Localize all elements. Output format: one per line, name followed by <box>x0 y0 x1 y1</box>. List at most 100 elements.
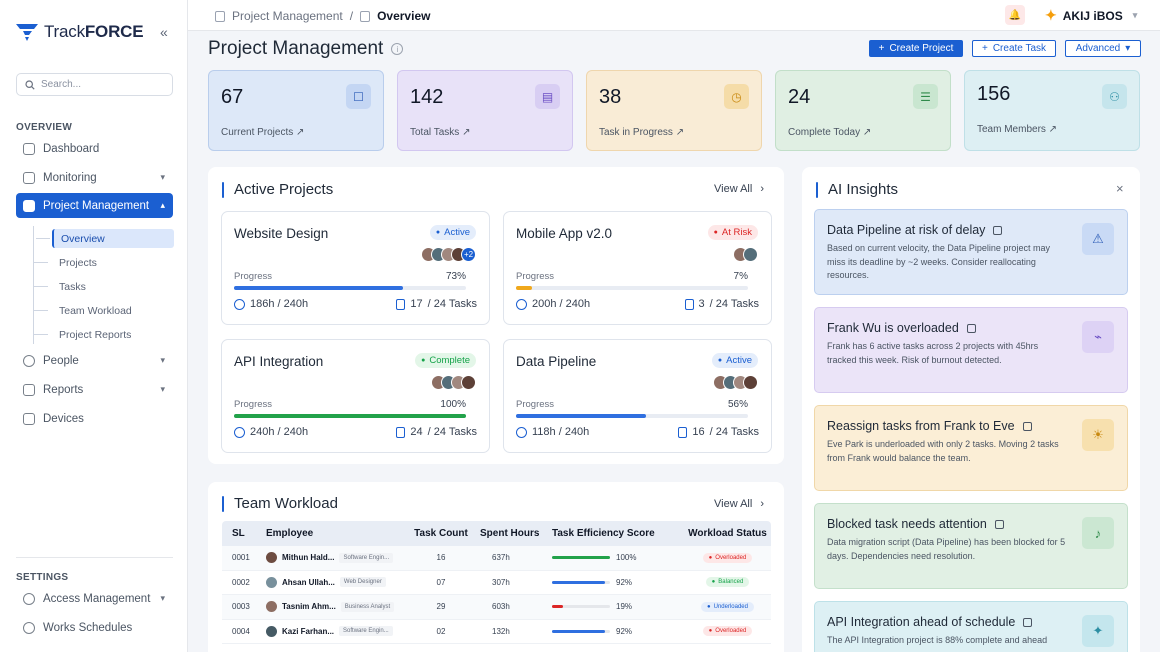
sidebar-item-project-management[interactable]: Project Management ▴ <box>16 193 173 218</box>
ai-insight-card[interactable]: Reassign tasks from Frank to Eve Eve Par… <box>814 405 1128 491</box>
external-link-icon[interactable] <box>994 519 1004 529</box>
insight-title: Data Pipeline at risk of delay <box>827 223 1003 237</box>
stat-label[interactable]: Task in Progress ↗ <box>599 127 685 138</box>
project-card[interactable]: Data Pipeline ● Active Progress 56% 118h … <box>503 339 772 453</box>
cell-employee: Mithun Hald... Software Engin... <box>266 552 404 564</box>
ai-insight-card[interactable]: API Integration ahead of schedule The AP… <box>814 601 1128 652</box>
stat-card-tasks-in-progress[interactable]: 38 Task in Progress ↗ ◷ <box>586 70 762 151</box>
stat-label[interactable]: Complete Today ↗ <box>788 127 872 138</box>
cell-efficiency: 19% <box>550 602 684 611</box>
breadcrumb-parent[interactable]: Project Management <box>232 9 343 23</box>
task-count: 3/ 24 Tasks <box>684 298 759 310</box>
stat-label[interactable]: Current Projects ↗ <box>221 127 305 138</box>
sidebar-item-works-schedules[interactable]: Works Schedules <box>16 615 173 640</box>
team-workload-title: Team Workload <box>222 495 338 512</box>
project-card[interactable]: Mobile App v2.0 ● At Risk Progress 7% 200… <box>503 211 772 325</box>
progress-label: Progress <box>234 271 273 282</box>
task-icon <box>396 298 406 310</box>
cell-efficiency: 92% <box>550 627 684 636</box>
ai-insights-title: AI Insights <box>816 181 898 198</box>
create-project-button[interactable]: + Create Project <box>869 40 963 57</box>
advanced-button[interactable]: Advanced ▾ <box>1065 40 1141 57</box>
sub-item-overview[interactable]: Overview <box>36 229 174 248</box>
efficiency-bar <box>552 556 610 560</box>
sidebar-item-monitoring[interactable]: Monitoring ▾ <box>16 165 173 190</box>
info-icon[interactable]: i <box>391 43 404 55</box>
search-icon <box>25 79 35 90</box>
stat-label[interactable]: Total Tasks ↗ <box>410 127 471 138</box>
role-tag: Web Designer <box>339 577 386 588</box>
status-dot-icon: ● <box>708 554 713 561</box>
project-card[interactable]: API Integration ● Complete Progress 100% … <box>221 339 490 453</box>
col-task-count: Task Count <box>414 528 468 539</box>
active-projects-title: Active Projects <box>222 181 333 198</box>
efficiency-value: 100% <box>616 553 637 563</box>
status-dot-icon: ● <box>435 229 441 236</box>
cell-sl: 0002 <box>232 577 250 587</box>
user-menu[interactable]: ✦ AKIJ iBOS ▾ <box>1045 7 1137 24</box>
employee-name: Mithun Hald... <box>282 553 335 563</box>
view-all-workload-link[interactable]: View All › <box>714 498 764 510</box>
plus-icon: + <box>981 43 988 54</box>
close-icon[interactable]: × <box>1116 181 1124 196</box>
topbar: Project Management / Overview 🔔 ✦ AKIJ i… <box>188 0 1160 31</box>
insight-title: Reassign tasks from Frank to Eve <box>827 419 1032 433</box>
table-row[interactable]: 0001 Mithun Hald... Software Engin... 16… <box>222 546 771 571</box>
table-row[interactable]: 0004 Kazi Farhan... Software Engin... 02… <box>222 620 771 644</box>
stat-card-complete-today[interactable]: 24 Complete Today ↗ ☰ <box>775 70 951 151</box>
task-count: 16/ 24 Tasks <box>678 426 759 438</box>
table-row[interactable]: 0002 Ahsan Ullah... Web Designer 07 307h… <box>222 571 771 595</box>
sub-item-project-reports[interactable]: Project Reports <box>34 325 174 344</box>
stat-value: 156 <box>977 83 1011 105</box>
stat-card-team-members[interactable]: 156 Team Members ↗ ⚇ <box>964 70 1140 151</box>
cell-efficiency: 92% <box>550 578 684 587</box>
sidebar-item-devices[interactable]: Devices <box>16 406 173 431</box>
sub-item-tasks[interactable]: Tasks <box>34 277 174 296</box>
page-title-text: Project Management <box>208 38 384 59</box>
view-all-projects-link[interactable]: View All › <box>714 183 764 195</box>
external-link-icon[interactable] <box>1023 617 1033 627</box>
role-tag: Software Engin... <box>339 552 394 563</box>
create-task-button[interactable]: + Create Task <box>972 40 1056 57</box>
access-icon <box>23 592 35 605</box>
col-sl: SL <box>232 528 245 539</box>
external-link-icon[interactable] <box>1022 421 1032 431</box>
total-tasks-icon: ▤ <box>535 84 560 109</box>
project-card[interactable]: Website Design ● Active +2 Progress 73% 1… <box>221 211 490 325</box>
search-input[interactable] <box>41 79 161 90</box>
employee-name: Tasnim Ahm... <box>282 602 336 612</box>
avatar <box>266 625 277 637</box>
ai-insight-card[interactable]: Frank Wu is overloaded Frank has 6 activ… <box>814 307 1128 393</box>
employee-name: Kazi Farhan... <box>282 626 335 636</box>
sidebar-item-label: Project Management <box>43 199 150 212</box>
external-link-icon[interactable] <box>993 225 1003 235</box>
efficiency-value: 92% <box>616 626 633 636</box>
external-link-icon[interactable] <box>966 323 976 333</box>
sidebar-item-people[interactable]: People ▾ <box>16 348 173 373</box>
employee-name: Ahsan Ullah... <box>282 577 335 587</box>
ai-insight-card[interactable]: Data Pipeline at risk of delay Based on … <box>814 209 1128 295</box>
ai-insight-card[interactable]: Blocked task needs attention Data migrat… <box>814 503 1128 589</box>
logo[interactable]: TrackFORCE <box>16 22 144 42</box>
sub-item-team-workload[interactable]: Team Workload <box>34 301 174 320</box>
sidebar-item-dashboard[interactable]: Dashboard <box>16 136 173 161</box>
sidebar-item-reports[interactable]: Reports ▾ <box>16 377 173 402</box>
dashboard-icon <box>23 142 35 155</box>
notification-bell-icon[interactable]: 🔔 <box>1005 5 1025 25</box>
search-box[interactable] <box>16 73 173 96</box>
stat-label[interactable]: Team Members ↗ <box>977 124 1058 135</box>
active-projects-panel: Active Projects View All › Website Design… <box>208 167 784 464</box>
insight-description: Data migration script (Data Pipeline) ha… <box>827 537 1066 561</box>
sidebar-item-access-management[interactable]: Access Management ▾ <box>16 586 173 611</box>
progress-label: Progress <box>234 399 273 410</box>
status-badge: ● Active <box>711 353 758 368</box>
table-row[interactable]: 0003 Tasnim Ahm... Business Analyst 29 6… <box>222 595 771 620</box>
cell-employee: Kazi Farhan... Software Engin... <box>266 625 404 637</box>
project-name: API Integration <box>234 354 324 369</box>
stat-card-total-tasks[interactable]: 142 Total Tasks ↗ ▤ <box>397 70 573 151</box>
sidebar-item-label: People <box>43 354 79 367</box>
cell-status: ● Overloaded <box>684 626 771 637</box>
stat-card-current-projects[interactable]: 67 Current Projects ↗ ☐ <box>208 70 384 151</box>
collapse-sidebar-icon[interactable]: « <box>160 24 168 40</box>
sub-item-projects[interactable]: Projects <box>34 253 174 272</box>
